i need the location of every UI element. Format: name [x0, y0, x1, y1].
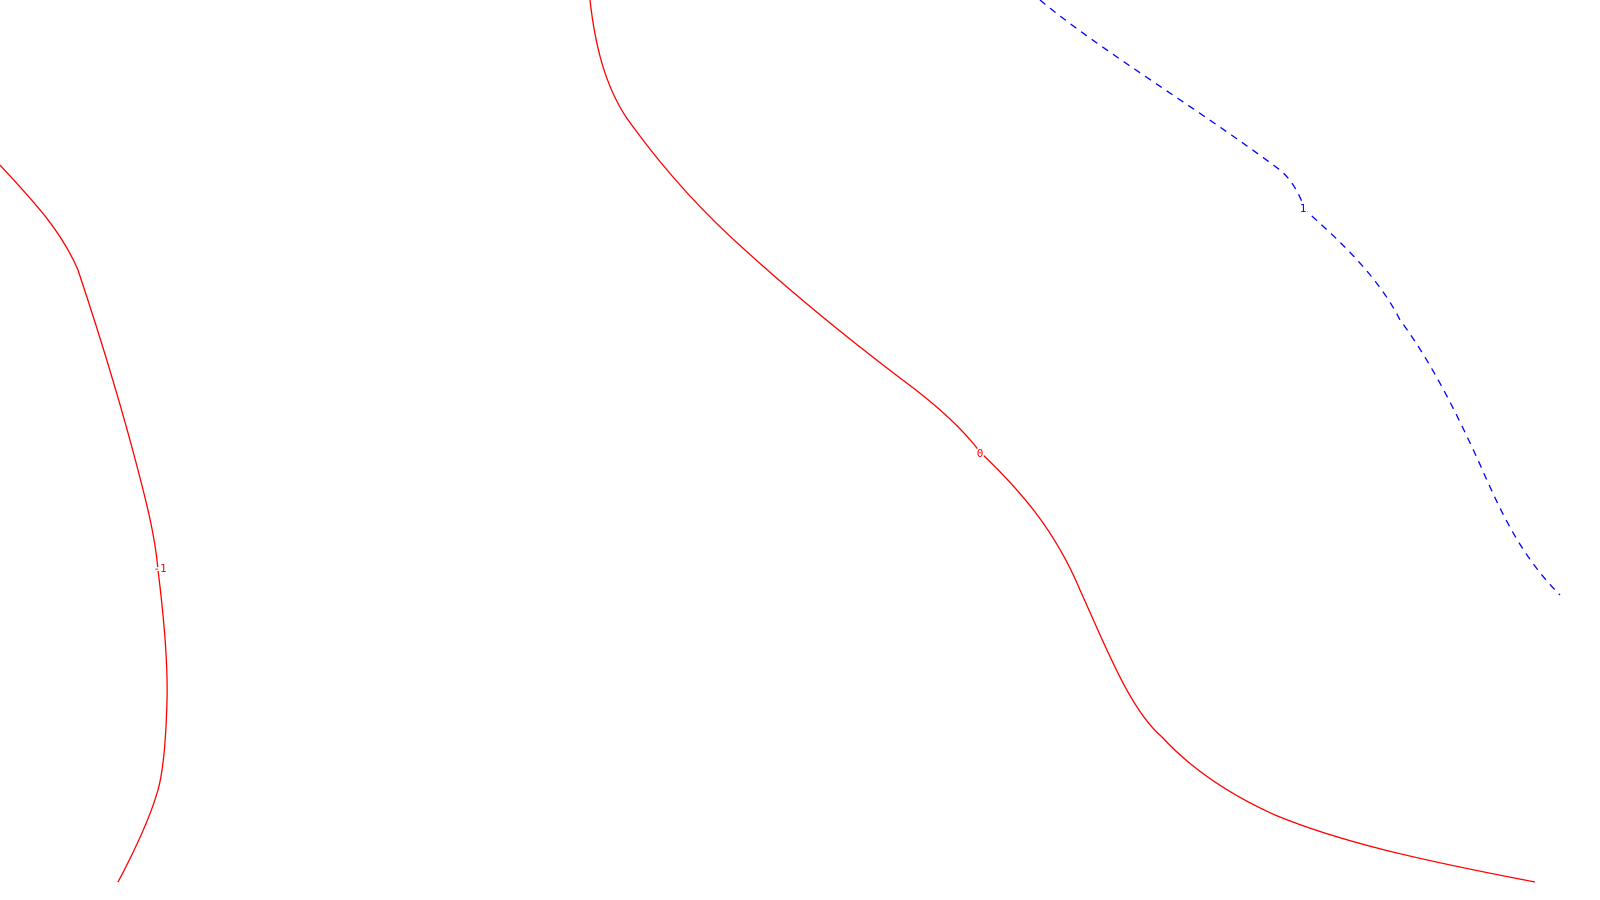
contour-line-1 [1039, 0, 1561, 596]
contour-label-1: 1 [1300, 202, 1307, 215]
contour-line-0 [589, 0, 1536, 883]
contour-line-minus-1 [0, 164, 168, 883]
contour-label-0: 0 [977, 447, 984, 460]
contour-label-minus-1: -1 [153, 562, 166, 575]
